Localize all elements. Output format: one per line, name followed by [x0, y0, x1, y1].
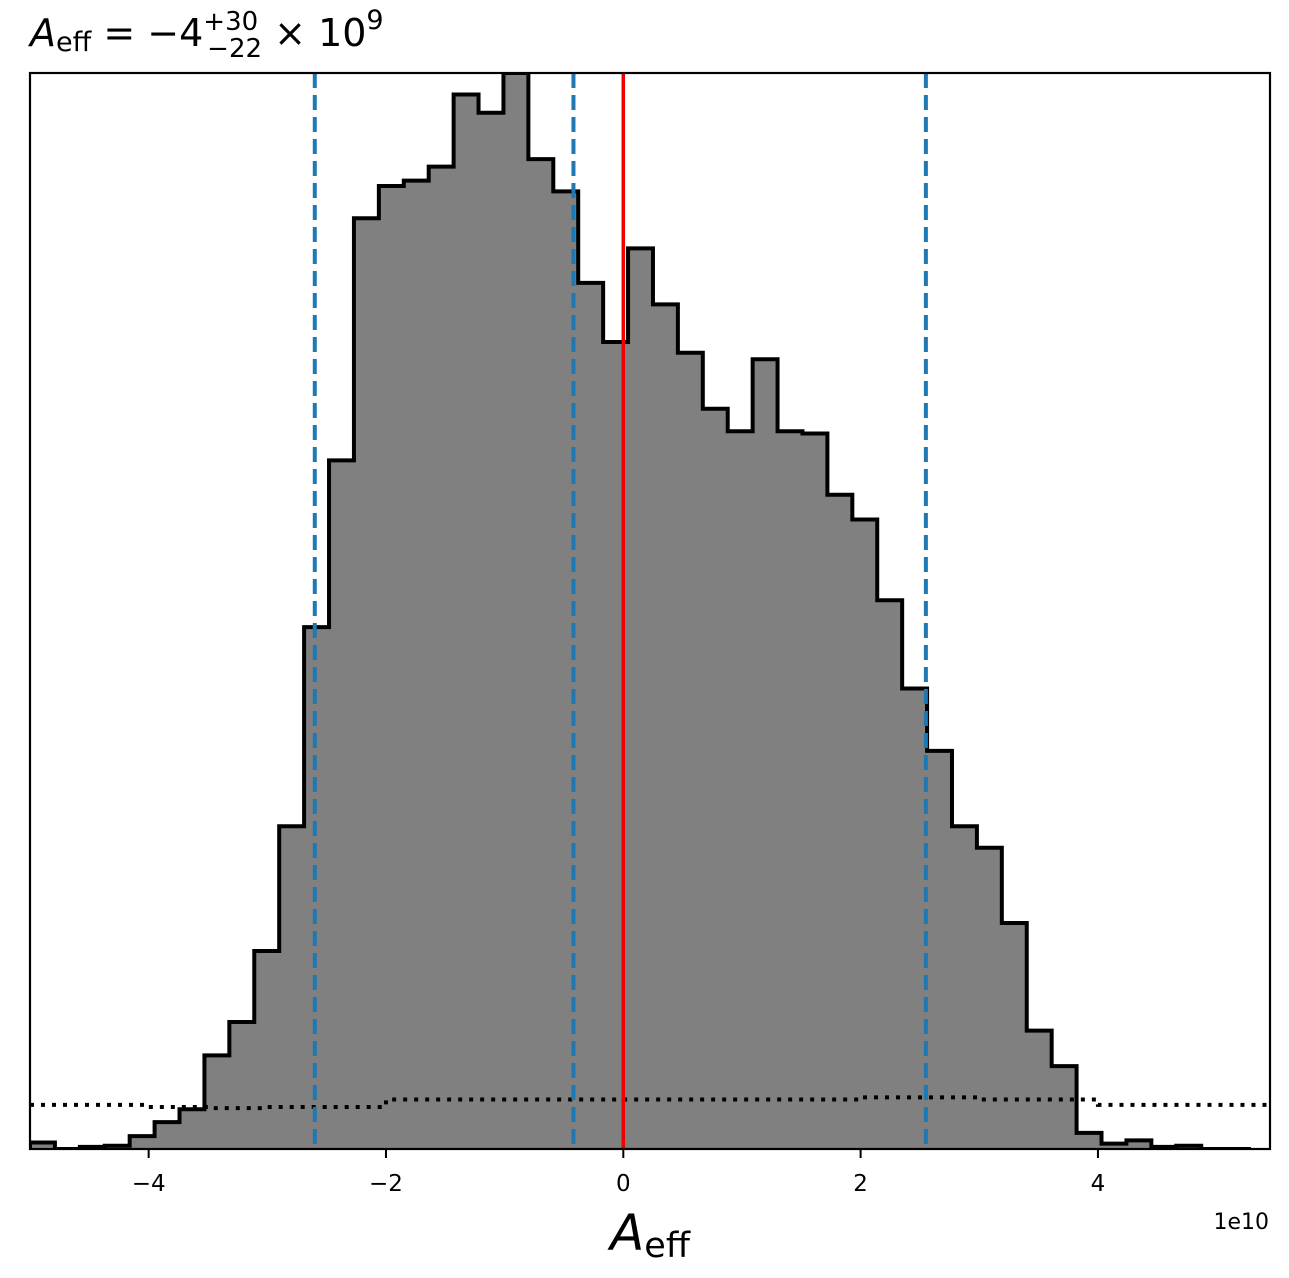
x-tick-label: −2	[369, 1171, 403, 1197]
title-spacer	[135, 11, 147, 55]
x-tick-label: 4	[1091, 1171, 1106, 1197]
histogram-bar	[528, 159, 554, 1149]
histogram-bar	[777, 431, 803, 1149]
x-tick-label: 0	[616, 1171, 631, 1197]
histogram-bar	[204, 1055, 230, 1149]
plot-area: −4 −2 0 2 4	[28, 71, 1272, 1197]
title-err-minus: −22	[207, 34, 262, 64]
histogram-bar	[478, 112, 504, 1149]
histogram-bar	[129, 1136, 156, 1149]
title-power-exp: 9	[366, 5, 383, 36]
histogram-bar	[30, 1142, 56, 1149]
histogram-bar	[1051, 1066, 1078, 1149]
axes-frame	[28, 71, 1272, 1151]
histogram-bar	[852, 519, 878, 1149]
histogram-bar	[951, 826, 978, 1149]
histogram-bar	[652, 304, 679, 1149]
histogram-bar	[902, 688, 928, 1149]
histogram-bar	[877, 600, 903, 1149]
title-err-plus: +30	[203, 7, 258, 37]
title-power-base: 10	[318, 11, 366, 55]
histogram-bar	[827, 494, 853, 1149]
histogram-bar	[578, 282, 604, 1149]
title-median: −4	[147, 11, 203, 55]
title-spacer	[91, 11, 103, 55]
histogram-bar	[976, 847, 1003, 1149]
histogram-bar	[503, 73, 529, 1149]
histogram-bar	[428, 166, 455, 1149]
histogram-bar	[927, 750, 953, 1149]
histogram-bar	[1101, 1143, 1127, 1149]
title-spacer	[262, 11, 274, 55]
histogram-bar	[628, 248, 654, 1149]
title-times: ×	[274, 11, 306, 55]
histogram-bar	[229, 1022, 255, 1149]
histogram-bar	[1026, 1030, 1053, 1149]
title-spacer	[306, 11, 318, 55]
histogram-bar	[727, 431, 754, 1149]
histogram-bar	[802, 433, 828, 1149]
chart-title: Aeff = −4+30 −22 × 109	[27, 5, 384, 64]
title-equals: =	[103, 11, 135, 55]
histogram-bar	[378, 185, 405, 1149]
x-tick-label: −4	[132, 1171, 166, 1197]
histogram-bar	[453, 94, 480, 1149]
title-symbol-sub: eff	[56, 27, 93, 58]
histogram-bar	[702, 408, 729, 1149]
x-offset-label: 1e10	[1213, 1210, 1269, 1235]
x-tick-label: 2	[853, 1171, 868, 1197]
histogram-bar	[1126, 1140, 1152, 1149]
histogram-bar	[329, 460, 355, 1149]
x-axis-label-sub: eff	[644, 1226, 691, 1266]
histogram-bar	[403, 180, 430, 1149]
histogram-bar	[154, 1122, 181, 1149]
histogram-bar	[279, 826, 305, 1149]
histogram-bar	[353, 218, 380, 1149]
title-symbol: A	[27, 11, 56, 55]
histogram-outline	[30, 73, 1252, 1149]
x-axis-label-symbol: A	[607, 1204, 644, 1262]
histogram-bar	[254, 951, 280, 1149]
histogram-bar	[179, 1109, 205, 1149]
x-axis-label: Aeff	[607, 1204, 691, 1266]
histogram-bar	[677, 352, 704, 1149]
histogram-bar	[1001, 923, 1028, 1149]
histogram-bar	[1076, 1132, 1103, 1149]
histogram-bar	[304, 627, 330, 1149]
histogram-bar	[752, 359, 779, 1149]
